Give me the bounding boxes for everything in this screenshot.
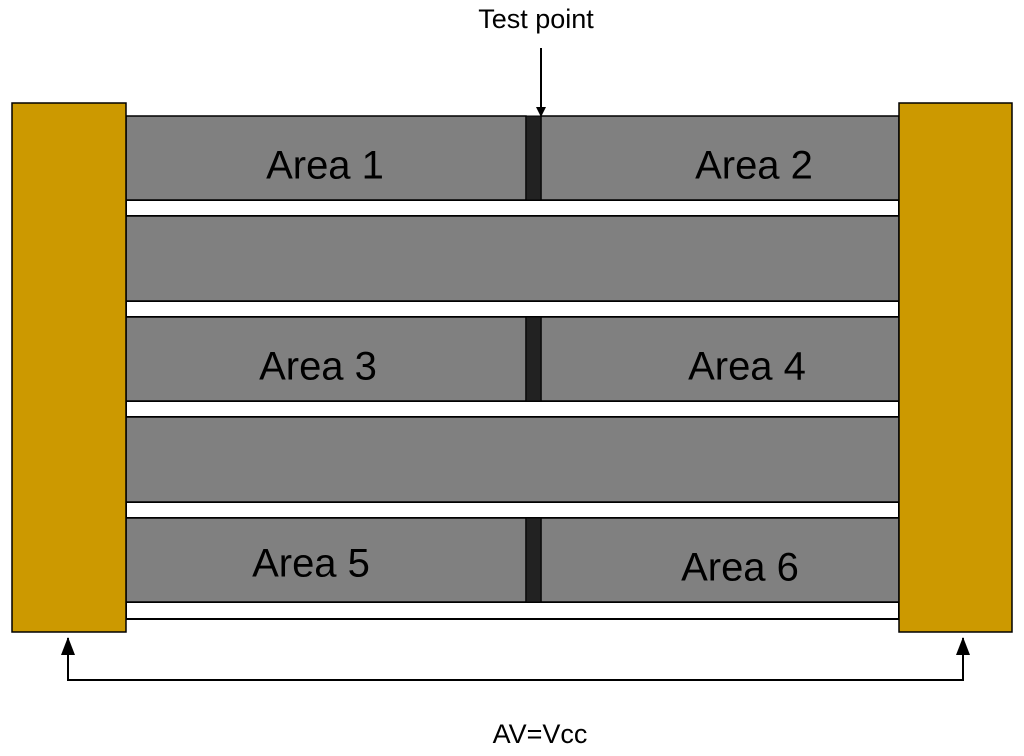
separator-row-2 [525, 316, 542, 402]
left-up-arrowhead-icon [61, 637, 75, 655]
left-electrode [11, 102, 127, 633]
separator-row-3 [525, 517, 542, 603]
area-3-bar [125, 316, 527, 402]
separator-row-1 [525, 115, 542, 201]
full-bar-2 [125, 416, 900, 503]
right-up-arrowhead-icon [956, 637, 970, 655]
right-electrode [898, 102, 1013, 633]
area-4-bar [540, 316, 900, 402]
wire-strip-5 [125, 601, 900, 620]
area-3-label: Area 3 [259, 345, 377, 389]
full-bar-1 [125, 215, 900, 302]
wire-strip-2 [125, 300, 900, 318]
area-6-label: Area 6 [681, 546, 799, 590]
wire-strip-4 [125, 501, 900, 519]
voltage-label: AV=Vcc [493, 719, 588, 749]
area-2-label: Area 2 [695, 144, 813, 188]
area-6-bar [540, 517, 900, 603]
voltage-connection-line [67, 638, 964, 681]
test-point-label: Test point [478, 4, 594, 34]
wire-strip-3 [125, 400, 900, 418]
area-5-label: Area 5 [252, 542, 370, 586]
area-1-bar [125, 115, 527, 201]
area-1-label: Area 1 [266, 144, 384, 188]
area-5-bar [125, 517, 527, 603]
area-2-bar [540, 115, 900, 201]
wire-strip-1 [125, 199, 900, 217]
area-4-label: Area 4 [688, 345, 806, 389]
